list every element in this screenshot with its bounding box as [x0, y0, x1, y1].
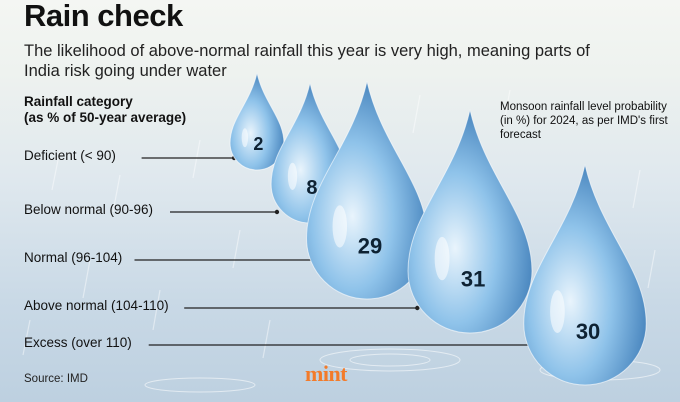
leader-dot	[415, 305, 420, 311]
category-label: Above normal (104-110)	[24, 298, 169, 313]
axis-header: Rainfall category (as % of 50-year avera…	[24, 94, 224, 126]
brand-logo: mint	[305, 361, 348, 386]
drop-mark	[407, 109, 533, 334]
category-label: Deficient (< 90)	[24, 148, 116, 163]
drop-value-label: 31	[461, 267, 485, 292]
drop-value-label: 29	[358, 234, 382, 259]
source-note: Source: IMD	[24, 373, 88, 385]
drop-value-label: 2	[253, 134, 263, 154]
drop-highlight	[550, 290, 565, 333]
drop-mark	[523, 164, 647, 386]
value-note: Monsoon rainfall level probability (in %…	[500, 101, 668, 141]
drop-highlight	[332, 205, 348, 248]
axis-header-line1: Rainfall category	[24, 94, 133, 109]
drop-highlight	[241, 128, 249, 148]
drop-highlight	[287, 162, 298, 190]
drop-mark	[229, 72, 285, 171]
chart-subtitle: The likelihood of above-normal rainfall …	[24, 42, 590, 80]
drop-value-label: 8	[306, 177, 317, 199]
drop-highlight	[434, 236, 450, 281]
axis-header-line2: (as % of 50-year average)	[24, 110, 187, 125]
drop-value-label: 30	[576, 319, 600, 344]
chart-title: Rain check	[24, 0, 183, 33]
category-label: Excess (over 110)	[24, 335, 132, 350]
category-label: Normal (96-104)	[24, 250, 123, 265]
leader-dot	[274, 209, 280, 215]
category-label: Below normal (90-96)	[24, 202, 154, 217]
